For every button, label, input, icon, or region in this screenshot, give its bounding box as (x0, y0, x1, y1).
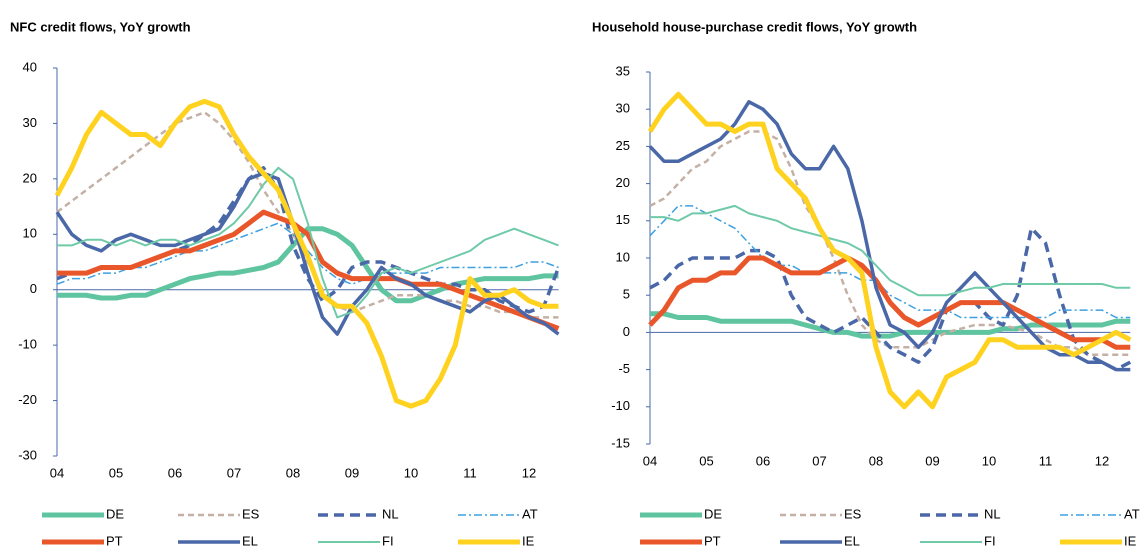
legend-label: AT (522, 506, 538, 521)
legend-label: AT (1124, 506, 1140, 521)
x-tick-label: 05 (109, 465, 123, 480)
legend-label: IE (522, 533, 535, 548)
y-tick-label: 20 (616, 175, 630, 190)
x-tick-label: 06 (168, 465, 182, 480)
y-tick-label: -30 (18, 447, 37, 462)
x-tick-label: 11 (1039, 453, 1053, 468)
x-tick-label: 12 (522, 465, 536, 480)
y-tick-label: 0 (623, 324, 630, 339)
series-line (56, 111, 559, 319)
y-tick-label: 30 (616, 101, 630, 116)
legend-label: NL (984, 506, 1001, 521)
legend-label: EL (844, 533, 860, 548)
legend-label: PT (704, 533, 721, 548)
y-tick-label: 10 (616, 249, 630, 264)
y-tick-label: -5 (618, 361, 630, 376)
x-tick-label: 05 (699, 453, 713, 468)
legend-label: ES (844, 506, 862, 521)
legend-label: IE (1124, 533, 1137, 548)
series-line (55, 171, 560, 336)
x-tick-label: 09 (345, 465, 359, 480)
chart-title: Household house-purchase credit flows, Y… (592, 19, 917, 34)
x-tick-label: 10 (404, 465, 418, 480)
y-tick-label: 20 (23, 170, 37, 185)
series-line (650, 204, 1131, 297)
x-tick-label: 04 (643, 453, 657, 468)
y-tick-label: -10 (18, 337, 37, 352)
y-tick-label: 25 (616, 138, 630, 153)
y-tick-label: -15 (611, 435, 630, 450)
legend-label: ES (242, 506, 260, 521)
x-tick-label: 07 (227, 465, 241, 480)
x-tick-label: 04 (50, 465, 64, 480)
series-line (649, 226, 1132, 372)
x-tick-label: 10 (982, 453, 996, 468)
x-tick-label: 08 (869, 453, 883, 468)
series-line (648, 255, 1131, 350)
x-tick-label: 06 (756, 453, 770, 468)
legend-label: FI (984, 533, 996, 548)
y-tick-label: 30 (23, 115, 37, 130)
y-tick-label: -20 (18, 392, 37, 407)
x-tick-label: 07 (812, 453, 826, 468)
y-tick-label: 0 (30, 281, 37, 296)
series-line (57, 209, 560, 331)
legend-label: PT (106, 533, 123, 548)
legend-label: EL (242, 533, 258, 548)
x-tick-label: 09 (925, 453, 939, 468)
series-line (647, 91, 1132, 410)
chart-title: NFC credit flows, YoY growth (10, 19, 191, 34)
y-tick-label: 35 (616, 63, 630, 78)
legend-label: DE (106, 506, 124, 521)
y-tick-label: 10 (23, 226, 37, 241)
y-tick-label: 5 (623, 287, 630, 302)
series-line (649, 205, 1131, 319)
x-tick-label: 11 (463, 465, 477, 480)
series-line (54, 98, 559, 409)
x-tick-label: 08 (286, 465, 300, 480)
y-tick-label: -10 (611, 398, 630, 413)
legend-label: NL (382, 506, 399, 521)
y-tick-label: 15 (616, 212, 630, 227)
x-tick-label: 12 (1095, 453, 1109, 468)
series-line (649, 130, 1131, 356)
legend-label: DE (704, 506, 722, 521)
legend-label: FI (382, 533, 394, 548)
series-line (57, 166, 559, 319)
y-tick-label: 40 (23, 59, 37, 74)
